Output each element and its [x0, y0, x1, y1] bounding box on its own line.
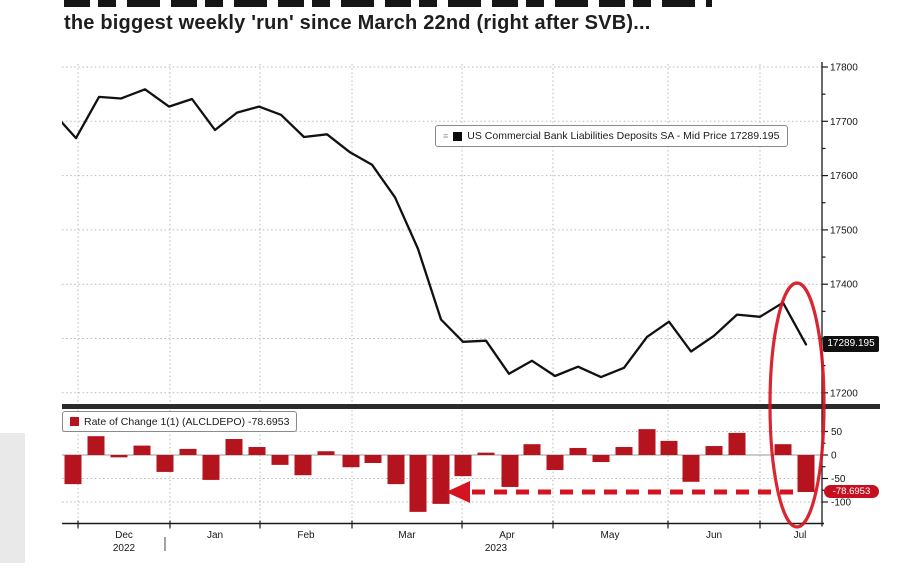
highlight-ellipse: [768, 281, 826, 529]
roc-bar: [523, 444, 541, 455]
legend-drag-handle-icon: ≡: [443, 131, 449, 141]
month-label: May: [601, 530, 620, 541]
roc-bar: [615, 447, 633, 455]
roc-bar: [477, 452, 495, 455]
y-tick-label: 0: [831, 451, 837, 462]
month-label: Dec: [115, 530, 133, 541]
panel-separator: [62, 404, 880, 409]
roc-bar: [294, 455, 312, 476]
roc-bar: [592, 455, 610, 463]
y-tick-label: 17800: [830, 63, 858, 74]
month-label: Jun: [706, 530, 722, 541]
deposits-line: [62, 88, 808, 379]
year-label: 2023: [485, 543, 508, 554]
year-label: 2022: [113, 543, 136, 554]
y-tick-label: 17500: [830, 225, 858, 236]
y-tick-label: 50: [831, 427, 843, 438]
roc-bar: [64, 455, 82, 485]
roc-bar: [660, 440, 678, 455]
roc-bar: [501, 455, 519, 487]
legend-roc: Rate of Change 1(1) (ALCLDEPO) -78.6953: [62, 411, 298, 432]
roc-bar: [705, 446, 723, 455]
month-label: Feb: [297, 530, 315, 541]
roc-bar: [797, 455, 815, 492]
roc-bar: [87, 436, 105, 455]
roc-bar: [179, 448, 197, 455]
roc-bar: [387, 455, 405, 485]
roc-bar: [317, 451, 335, 455]
legend-main: ≡ US Commercial Bank Liabilities Deposit…: [435, 125, 788, 147]
roc-bar: [156, 455, 174, 472]
roc-bar: [342, 455, 360, 468]
roc-bar: [454, 455, 472, 477]
series-swatch-roc-icon: [70, 417, 79, 426]
clipped-headline-fragment: [64, 0, 712, 7]
series-swatch-deposits-icon: [453, 131, 463, 141]
roc-bar: [364, 455, 382, 463]
last-price-label-roc: -78.6953: [824, 485, 879, 498]
vertical-gridlines: [77, 64, 761, 524]
roc-bar: [225, 439, 243, 455]
roc-bar: [248, 447, 266, 455]
legend-roc-label: Rate of Change 1(1) (ALCLDEPO) -78.6953: [84, 415, 290, 428]
y-tick-label: 17600: [830, 171, 858, 182]
roc-bar: [728, 432, 746, 455]
y-tick-label: -50: [831, 474, 846, 485]
x-month-labels: Dec Jan Feb Mar Apr May Jun Jul 2022 2023: [113, 530, 807, 554]
roc-bar: [409, 455, 427, 512]
y-tick-label: 17700: [830, 117, 858, 128]
legend-main-label: US Commercial Bank Liabilities Deposits …: [467, 130, 780, 142]
y-tick-label: 17200: [830, 388, 858, 399]
roc-bar: [638, 429, 656, 455]
axis-labels: 17800 17700 17600 17500 17400 17200 50 0 -50 -100: [830, 63, 858, 509]
roc-bar: [546, 455, 564, 471]
y-tick-label: -100: [831, 498, 851, 509]
month-label: Jul: [794, 530, 807, 541]
trend-arrow: [446, 481, 793, 503]
roc-bar: [682, 455, 700, 482]
left-margin-block: [0, 433, 25, 563]
roc-bar: [569, 447, 587, 455]
month-label: Mar: [398, 530, 416, 541]
arrow-head-icon: [446, 481, 470, 503]
roc-bar: [202, 455, 220, 480]
roc-bar: [110, 455, 128, 458]
roc-bars: [64, 429, 815, 512]
month-label: Jan: [207, 530, 223, 541]
roc-bar: [133, 445, 151, 455]
main-gridlines: [62, 66, 822, 394]
headline-text: the biggest weekly 'run' since March 22n…: [64, 12, 651, 34]
roc-bar: [432, 455, 450, 504]
month-label: Apr: [499, 530, 515, 541]
y-tick-label: 17400: [830, 280, 858, 291]
roc-bar: [271, 455, 289, 465]
last-price-label-main: 17289.195: [823, 336, 879, 352]
roc-bar: [774, 444, 792, 455]
